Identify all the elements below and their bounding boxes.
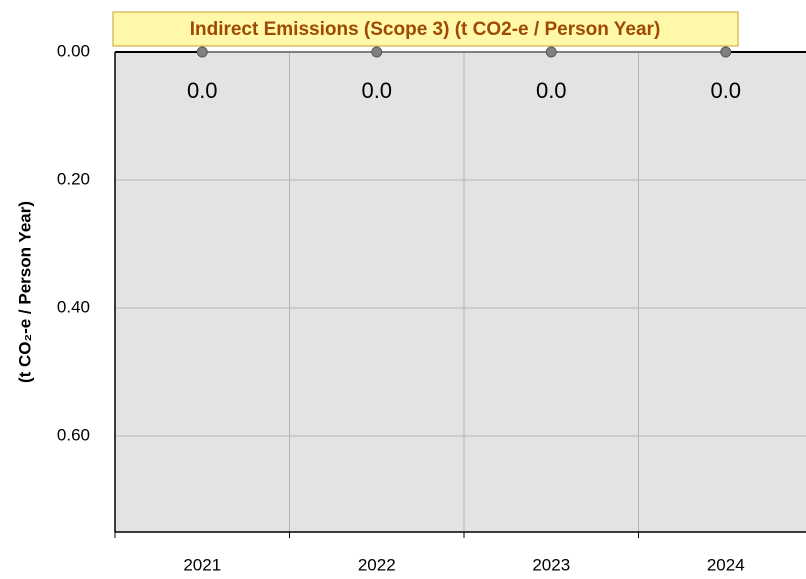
title-box bbox=[112, 11, 739, 47]
data-label: 0.0 bbox=[187, 78, 218, 103]
y-tick-label: 0.20 bbox=[57, 169, 90, 188]
data-point bbox=[545, 46, 557, 58]
data-label: 0.0 bbox=[536, 78, 567, 103]
x-tick-label: 2022 bbox=[358, 555, 396, 574]
y-axis-label: (t CO₂-e / Person Year) bbox=[15, 201, 34, 383]
x-tick-label: 2021 bbox=[183, 555, 221, 574]
x-tick-label: 2024 bbox=[707, 555, 745, 574]
data-point bbox=[371, 46, 383, 58]
data-point bbox=[720, 46, 732, 58]
chart-title: Indirect Emissions (Scope 3) (t CO2-e / … bbox=[190, 19, 661, 40]
data-label: 0.0 bbox=[361, 78, 392, 103]
marks: 0.0 0.0 0.0 0.0 bbox=[187, 46, 741, 103]
data-label: 0.0 bbox=[710, 78, 741, 103]
y-tick-label: 0.00 bbox=[57, 41, 90, 60]
y-tick-label: 0.60 bbox=[57, 425, 90, 444]
y-tick-label: 0.40 bbox=[57, 297, 90, 316]
x-tick-label: 2023 bbox=[532, 555, 570, 574]
plot-area bbox=[115, 52, 806, 532]
data-point bbox=[196, 46, 208, 58]
